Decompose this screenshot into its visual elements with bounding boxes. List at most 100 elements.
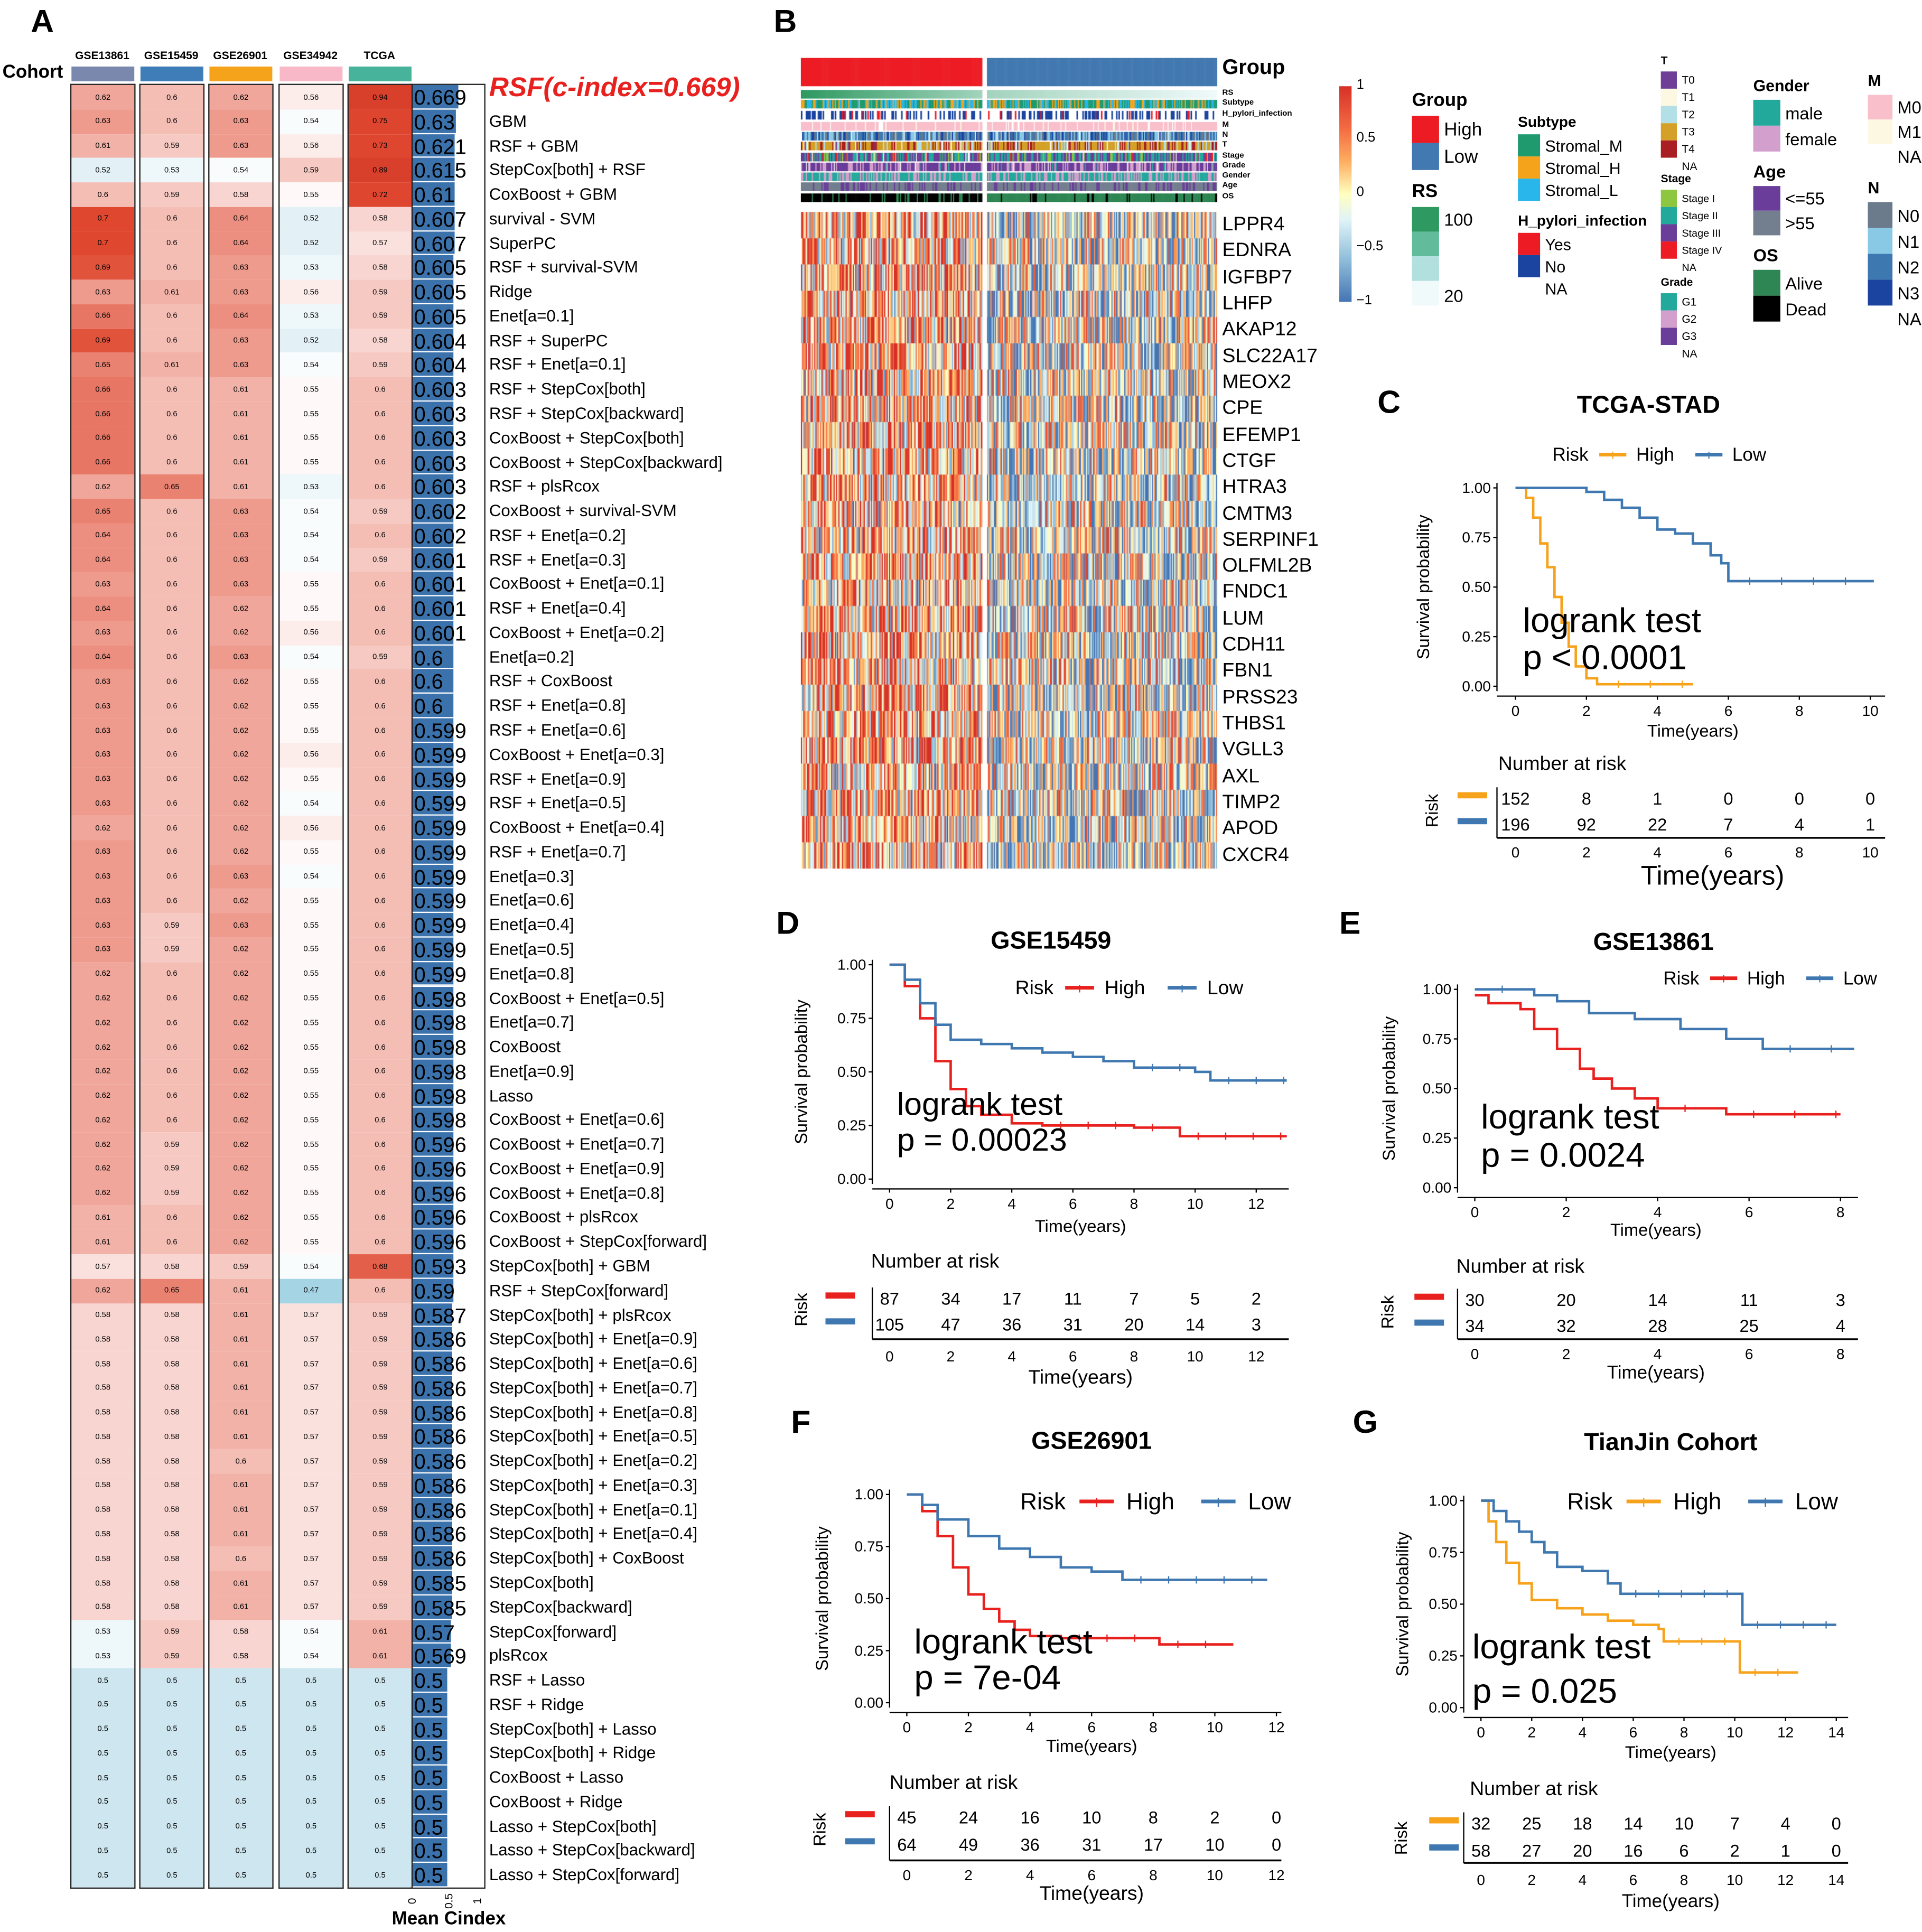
heatmap-cell: 0.57 xyxy=(348,231,412,256)
heatmap-cell: 0.63 xyxy=(209,353,273,378)
legend-item-label: G1 xyxy=(1682,295,1697,307)
gene-label: LHFP xyxy=(1222,293,1273,314)
heatmap-cell: 0.55 xyxy=(279,669,343,695)
mean-cindex-bar xyxy=(411,986,454,1011)
y-tick-label: 0.00 xyxy=(1429,1700,1457,1716)
risk-group-swatch-high xyxy=(1457,792,1487,799)
model-label: RSF + Enet[a=0.4] xyxy=(489,599,626,618)
logrank-label: logrank test xyxy=(914,1622,1092,1661)
at-risk-count: 31 xyxy=(1082,1835,1101,1854)
mean-cindex-bar xyxy=(411,572,454,597)
mean-cindex-value: 0.5 xyxy=(414,1694,443,1718)
mean-cindex-value: 0.598 xyxy=(414,1109,466,1133)
legend-swatch xyxy=(1660,310,1677,328)
mean-cindex-bar xyxy=(411,669,454,694)
heatmap-cell: 0.62 xyxy=(71,1084,135,1109)
legend-swatch xyxy=(1868,95,1893,120)
y-axis-label: Survival probability xyxy=(1379,1016,1398,1161)
heatmap-cell: 0.5 xyxy=(348,1692,412,1718)
legend-item-label: M0 xyxy=(1897,97,1921,117)
model-label: RSF + plsRcox xyxy=(489,477,600,496)
heatmap-cell: 0.59 xyxy=(348,1303,412,1328)
model-label: CoxBoost + StepCox[both] xyxy=(489,428,684,447)
risk-table-x-tick: 8 xyxy=(1795,844,1804,861)
heatmap-cell: 0.59 xyxy=(348,1376,412,1401)
risk-table-x-tick: 4 xyxy=(1653,844,1662,861)
risk-table-x-tick: 10 xyxy=(1727,1872,1743,1888)
heatmap-cell: 0.5 xyxy=(71,1668,135,1693)
logrank-label: logrank test xyxy=(1481,1097,1659,1136)
mean-cindex-value: 0.604 xyxy=(414,330,466,353)
annotation-label-os: OS xyxy=(1222,192,1234,201)
heatmap-cell: 0.58 xyxy=(140,1254,203,1279)
at-risk-count: 0 xyxy=(1832,1814,1841,1833)
mean-cindex-bar xyxy=(411,840,454,865)
y-axis-label: Survival probability xyxy=(1413,515,1433,659)
heatmap-cell: 0.6 xyxy=(348,816,412,841)
risk-table-x-label: Time(years) xyxy=(1028,1366,1133,1388)
mean-cindex-value: 0.586 xyxy=(414,1499,466,1523)
heatmap-cell: 0.62 xyxy=(209,1229,273,1255)
legend-title-rs: RS xyxy=(1412,181,1438,202)
heatmap-cell: 0.59 xyxy=(348,304,412,329)
x-tick-label: 4 xyxy=(1654,1204,1662,1220)
legend-item-label: 20 xyxy=(1444,286,1463,306)
at-risk-count: 5 xyxy=(1190,1289,1200,1309)
heatmap-cell: 0.58 xyxy=(348,328,412,353)
heatmap-cell: 0.58 xyxy=(140,1351,203,1377)
at-risk-count: 14 xyxy=(1624,1814,1643,1833)
model-label: RSF + StepCox[forward] xyxy=(489,1281,669,1300)
x-tick-label: 6 xyxy=(1069,1196,1077,1212)
model-label: survival - SVM xyxy=(489,209,596,228)
risk-table-x-tick: 0 xyxy=(885,1348,894,1365)
legend-title-subtype: Subtype xyxy=(1518,113,1576,130)
heatmap-cell: 0.5 xyxy=(279,1838,343,1864)
heatmap-cell: 0.61 xyxy=(209,1424,273,1450)
gene-label: AKAP12 xyxy=(1222,319,1297,341)
gene-label: APOD xyxy=(1222,818,1279,839)
x-tick-label: 6 xyxy=(1087,1719,1096,1735)
heatmap-cell: 0.59 xyxy=(348,1400,412,1425)
mean-cindex-value: 0.602 xyxy=(414,525,466,548)
heatmap-cell: 0.55 xyxy=(279,572,343,597)
mean-cindex-value: 0.586 xyxy=(414,1426,466,1450)
mean-cindex-value: 0.603 xyxy=(414,427,466,451)
heatmap-cell: 0.62 xyxy=(71,1156,135,1182)
heatmap-cell: 0.58 xyxy=(140,1424,203,1450)
heatmap-cell: 0.52 xyxy=(279,207,343,232)
gene-label: IGFBP7 xyxy=(1222,267,1293,288)
heatmap-cell: 0.62 xyxy=(71,986,135,1011)
heatmap-cell: 0.6 xyxy=(140,328,203,353)
at-risk-count: 0 xyxy=(1865,789,1875,808)
censor-mark-icon: + xyxy=(1213,1491,1224,1513)
heatmap-cell: 0.64 xyxy=(71,523,135,548)
model-label: Lasso + StepCox[forward] xyxy=(489,1865,680,1884)
censor-mark-icon: + xyxy=(1609,447,1617,463)
heatmap-cell: 0.55 xyxy=(279,1084,343,1109)
heatmap-cell: 0.62 xyxy=(209,621,273,646)
heatmap-cell: 0.62 xyxy=(209,1156,273,1182)
model-label: StepCox[both] + Enet[a=0.3] xyxy=(489,1476,697,1495)
x-tick-label: 0 xyxy=(903,1719,911,1735)
mean-cindex-bar xyxy=(411,182,454,207)
legend-swatch xyxy=(1660,190,1677,207)
heatmap-cell: 0.62 xyxy=(71,1059,135,1084)
annotation-label-h_pylori_infection: H_pylori_infection xyxy=(1222,109,1292,118)
heatmap-cell: 0.72 xyxy=(348,182,412,208)
heatmap-cell: 0.6 xyxy=(348,426,412,451)
heatmap-cell: 0.55 xyxy=(279,718,343,743)
heatmap-cell: 0.58 xyxy=(71,1546,135,1572)
mean-cindex-bar xyxy=(411,1716,447,1742)
panel-b-letter: B xyxy=(773,2,797,40)
heatmap-cell: 0.61 xyxy=(209,1278,273,1303)
model-label: RSF + GBM xyxy=(489,136,579,155)
at-risk-count: 10 xyxy=(1674,1814,1693,1833)
mean-cindex-bar xyxy=(411,1790,447,1815)
heatmap-cell: 0.61 xyxy=(209,1498,273,1523)
mean-cindex-value: 0.6 xyxy=(414,695,443,719)
mean-cindex-value: 0.601 xyxy=(414,598,466,621)
heatmap-cell: 0.59 xyxy=(348,279,412,305)
cohort-name-gse34942: GSE34942 xyxy=(283,49,338,62)
mean-cindex-value: 0.586 xyxy=(414,1328,466,1352)
legend-title-os: OS xyxy=(1753,245,1778,265)
